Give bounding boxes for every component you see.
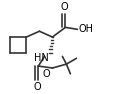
Text: OH: OH bbox=[78, 24, 93, 34]
Text: HN: HN bbox=[34, 53, 48, 63]
Text: O: O bbox=[61, 2, 68, 12]
Text: O: O bbox=[34, 82, 41, 92]
Text: O: O bbox=[43, 69, 50, 79]
